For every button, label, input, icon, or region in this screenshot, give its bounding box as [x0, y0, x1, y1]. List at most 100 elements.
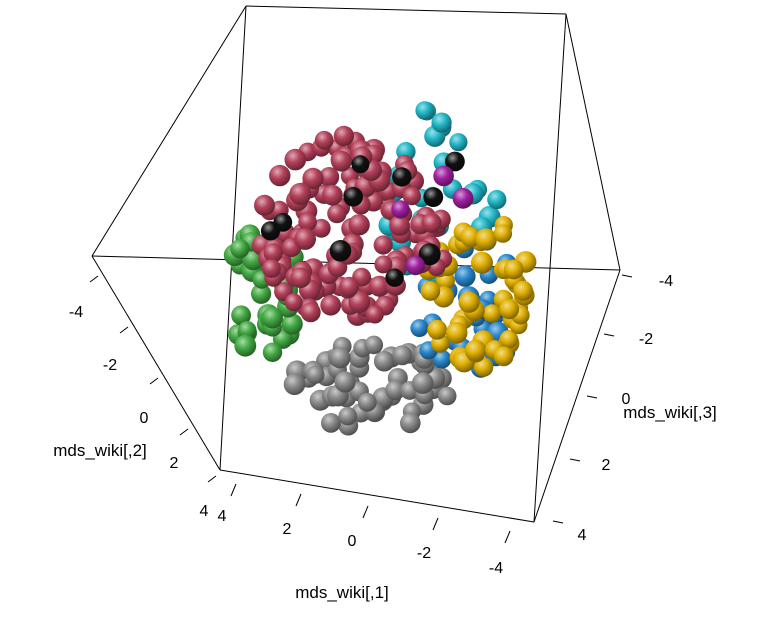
data-point	[263, 243, 283, 263]
box-edge	[91, 255, 221, 471]
y-tick-mark	[149, 377, 159, 385]
data-point	[283, 373, 306, 396]
data-point	[284, 148, 307, 171]
data-point	[343, 187, 364, 207]
x-tick-label: -2	[417, 545, 431, 562]
data-point	[251, 283, 272, 304]
axis-labels: mds_wiki[,1] mds_wiki[,2] mds_wiki[,3]	[53, 403, 717, 602]
data-point	[339, 276, 359, 297]
data-point	[261, 307, 283, 329]
data-point	[373, 350, 395, 372]
data-point	[458, 291, 480, 313]
box-edge	[91, 5, 247, 257]
x-tick-label: 0	[348, 533, 357, 550]
data-point	[322, 184, 343, 206]
data-point	[329, 240, 352, 262]
z-tick-mark	[586, 395, 598, 399]
z-tick-mark	[569, 458, 581, 462]
data-point	[302, 167, 324, 189]
data-point	[449, 133, 468, 152]
data-point	[254, 194, 275, 216]
data-point	[314, 130, 334, 150]
data-point	[418, 243, 441, 266]
data-point	[405, 256, 425, 276]
data-point	[321, 413, 341, 433]
data-point	[357, 392, 377, 412]
data-point	[327, 203, 347, 224]
axis-ticks	[89, 274, 633, 544]
z-tick-mark	[603, 333, 615, 337]
series-7	[260, 151, 465, 287]
data-point	[269, 164, 291, 187]
z-tick-mark	[621, 274, 633, 278]
box-edge	[219, 5, 247, 471]
box-edge	[533, 13, 567, 523]
data-point	[513, 280, 534, 301]
data-point	[454, 265, 476, 287]
z-tick-label: 2	[602, 457, 611, 474]
x-tick-mark	[230, 483, 237, 497]
data-point	[262, 342, 283, 362]
y-tick-label: -2	[103, 357, 117, 374]
x-tick-mark	[504, 530, 511, 544]
data-point	[422, 213, 441, 233]
box-edge	[565, 13, 621, 271]
z-tick-label: -4	[659, 273, 673, 290]
data-point	[329, 347, 351, 369]
data-point	[365, 305, 384, 324]
data-point	[385, 268, 404, 287]
z-tick-label: 0	[622, 391, 631, 408]
data-point	[273, 213, 293, 232]
x-tick-mark	[432, 517, 439, 531]
data-point	[348, 214, 370, 236]
data-point	[298, 212, 317, 232]
series-1	[251, 125, 453, 326]
data-point	[289, 182, 312, 205]
data-point	[427, 319, 448, 340]
data-point	[433, 165, 454, 187]
y-tick-mark	[89, 275, 99, 283]
box-edge	[533, 269, 621, 523]
data-point	[423, 187, 444, 208]
data-point	[493, 224, 513, 243]
data-points	[223, 101, 537, 436]
y-tick-label: 4	[200, 503, 209, 520]
data-point	[389, 215, 410, 236]
data-point	[319, 167, 340, 187]
y-tick-label: 0	[140, 410, 149, 427]
y-tick-mark	[119, 326, 129, 334]
data-point	[431, 112, 452, 133]
data-point	[284, 293, 303, 312]
x-tick-label: -4	[489, 560, 503, 577]
y-tick-mark	[179, 428, 189, 436]
data-point	[432, 349, 452, 369]
data-point	[262, 259, 281, 278]
bounding-box	[91, 5, 621, 523]
series-8	[391, 165, 474, 276]
data-point	[385, 380, 406, 401]
y-axis-label: mds_wiki[,2]	[53, 441, 147, 460]
data-point	[411, 372, 434, 394]
data-point	[487, 190, 507, 210]
x-tick-mark	[295, 493, 302, 507]
x-axis-label: mds_wiki[,1]	[295, 583, 389, 602]
series-2	[283, 335, 457, 436]
data-point	[230, 239, 250, 259]
data-point	[368, 275, 390, 297]
data-point	[294, 228, 316, 250]
data-point	[391, 200, 410, 219]
data-point	[400, 412, 421, 434]
box-edge	[245, 5, 567, 15]
data-point	[300, 302, 321, 323]
data-point	[333, 125, 355, 147]
data-point	[231, 305, 252, 326]
data-point	[373, 235, 393, 255]
data-point	[503, 259, 524, 280]
data-point	[445, 322, 468, 344]
tick-labels: 4 2 0 -2 -4 -4 -2 0 2 4 -4 -2 0 2 4	[69, 273, 673, 577]
y-tick-mark	[207, 475, 217, 483]
data-point	[445, 151, 465, 172]
data-point	[306, 365, 325, 384]
data-point	[290, 267, 311, 289]
